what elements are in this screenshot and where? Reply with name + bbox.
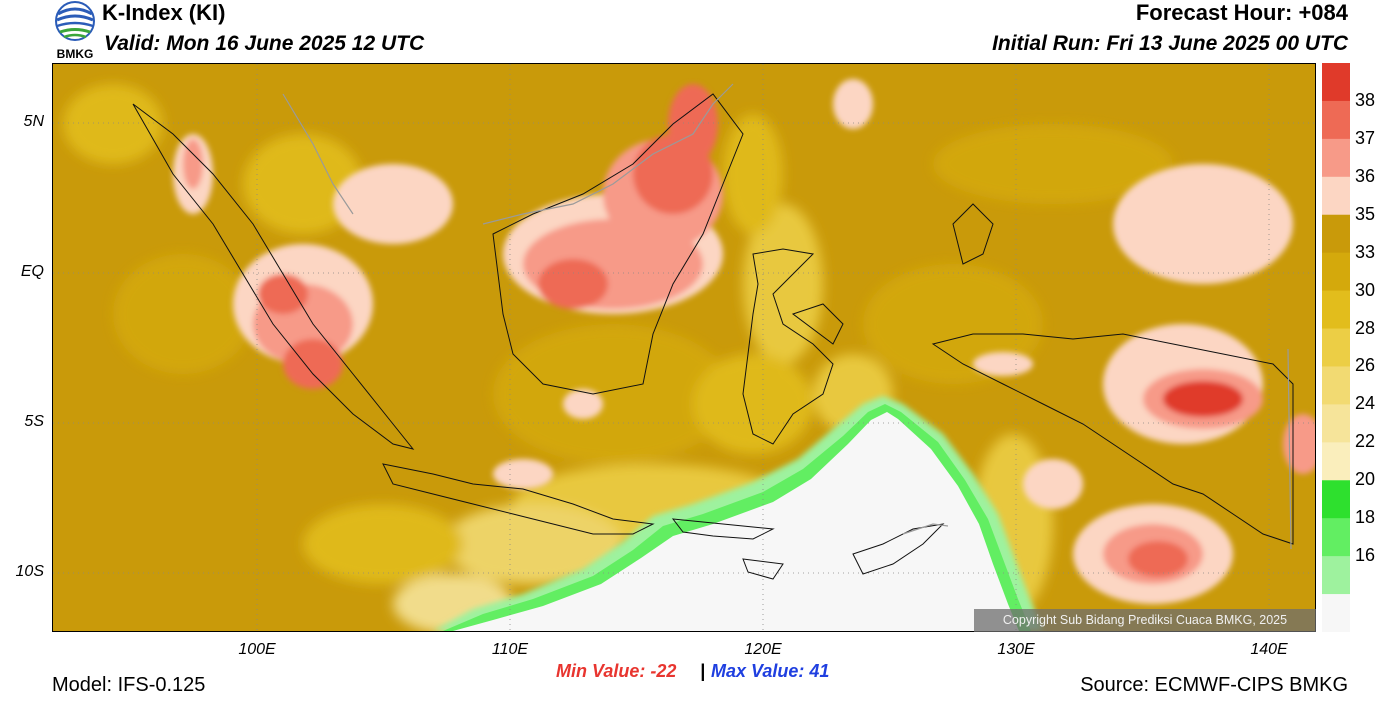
min-value: Min Value: -22	[556, 661, 677, 681]
colorbar-segment	[1322, 594, 1350, 633]
coastlines	[132, 93, 1294, 580]
minmax-separator: |	[700, 661, 706, 681]
lat-label-5s: 5S	[24, 413, 44, 430]
colorbar-label: 18	[1355, 507, 1376, 528]
lat-label-10s: 10S	[15, 563, 44, 580]
colorbar-label: 22	[1355, 431, 1376, 452]
colorbar-label: 16	[1355, 545, 1376, 566]
colorbar-segment	[1322, 138, 1350, 178]
colorbar-segment	[1322, 518, 1350, 557]
lon-label-140e: 140E	[1250, 641, 1288, 658]
colorbar	[1322, 63, 1350, 633]
colorbar-label: 37	[1355, 127, 1376, 148]
colorbar-label: 38	[1355, 89, 1376, 110]
colorbar-segment	[1322, 252, 1350, 292]
colorbar-label: 33	[1355, 241, 1376, 262]
colorbar-segment	[1322, 290, 1350, 330]
borders	[282, 83, 1292, 550]
colorbar-label: 20	[1355, 469, 1376, 490]
colorbar-label: 24	[1355, 393, 1376, 414]
map-svg	[53, 64, 1323, 634]
colorbar-svg	[1322, 63, 1350, 633]
source-label: Source: ECMWF-CIPS BMKG	[1080, 674, 1348, 696]
colorbar-segment	[1322, 63, 1350, 102]
colorbar-segment	[1322, 328, 1350, 367]
model-label: Model: IFS-0.125	[52, 674, 206, 696]
max-value: Max Value: 41	[711, 661, 830, 681]
colorbar-label: 30	[1355, 279, 1376, 300]
lat-label-eq: EQ	[20, 263, 44, 280]
colorbar-label: 36	[1355, 165, 1376, 186]
colorbar-segment	[1322, 480, 1350, 519]
colorbar-segment	[1322, 442, 1350, 481]
colorbar-segment	[1322, 556, 1350, 595]
ki-map	[52, 63, 1323, 634]
colorbar-segment	[1322, 366, 1350, 405]
colorbar-label: 26	[1355, 355, 1376, 376]
colorbar-label: 35	[1355, 203, 1376, 224]
lon-label-130e: 130E	[997, 641, 1035, 658]
bmkg-logo: BMKG	[52, 0, 98, 62]
chart-title: K-Index (KI)	[102, 0, 226, 25]
lon-label-100e: 100E	[238, 641, 276, 658]
logo-text: BMKG	[57, 47, 94, 61]
lat-label-5n: 5N	[23, 113, 44, 130]
colorbar-segment	[1322, 214, 1350, 254]
valid-time: Valid: Mon 16 June 2025 12 UTC	[104, 32, 425, 55]
graticule	[53, 64, 1315, 631]
forecast-hour: Forecast Hour: +084	[1135, 0, 1348, 25]
colorbar-segment	[1322, 404, 1350, 443]
copyright-notice: Copyright Sub Bidang Prediksi Cuaca BMKG…	[974, 609, 1316, 632]
colorbar-segment	[1322, 100, 1350, 140]
colorbar-label: 28	[1355, 317, 1376, 338]
initial-run: Initial Run: Fri 13 June 2025 00 UTC	[992, 32, 1348, 55]
lon-label-110e: 110E	[491, 641, 529, 658]
colorbar-segment	[1322, 176, 1350, 216]
lon-label-120e: 120E	[744, 641, 782, 658]
